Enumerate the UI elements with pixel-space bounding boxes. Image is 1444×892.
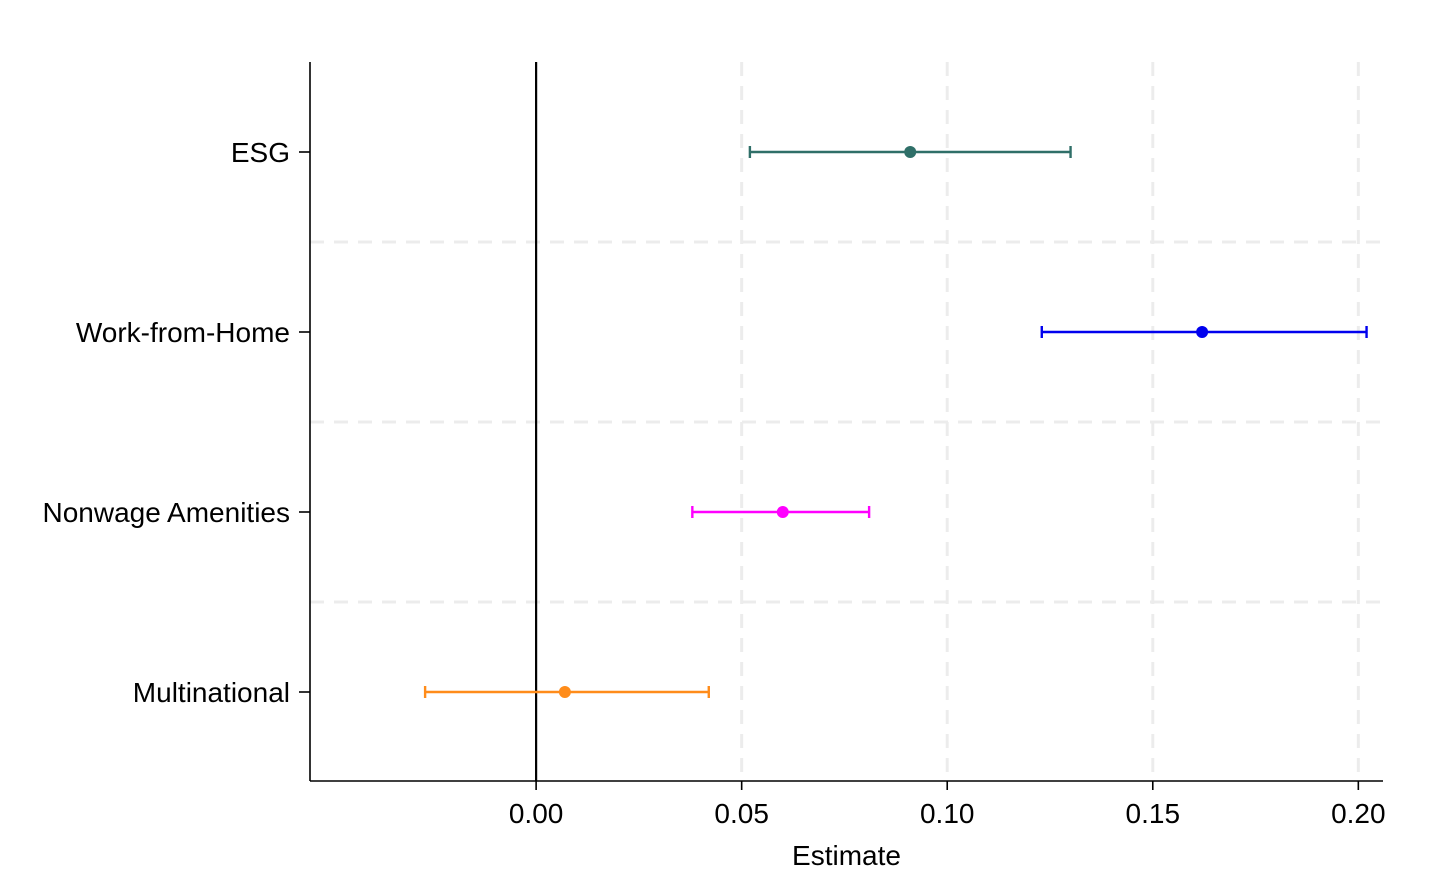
grid-layer: [310, 62, 1383, 781]
x-tick-label: 0.10: [920, 798, 975, 829]
point-estimate-marker: [776, 506, 789, 518]
point-estimate-marker: [904, 146, 917, 158]
y-tick-label: Nonwage Amenities: [43, 497, 290, 528]
x-tick-label: 0.05: [714, 798, 769, 829]
coefficient-work-from-home: [1040, 326, 1368, 338]
coefficient-nonwage-amenities: [691, 506, 871, 518]
x-tick-label: 0.00: [509, 798, 564, 829]
x-tick-label: 0.15: [1126, 798, 1181, 829]
y-tick-label: ESG: [231, 137, 290, 168]
point-estimate-marker: [558, 686, 571, 698]
axis-layer: 0.00 0.05 0.10 0.15 0.20 ESG Work-from-Home Non…: [43, 62, 1386, 829]
x-axis-title: Estimate: [792, 840, 901, 871]
marks-layer: [423, 146, 1368, 698]
y-tick-label: Work-from-Home: [76, 317, 290, 348]
x-tick-label: 0.20: [1331, 798, 1386, 829]
point-estimate-marker: [1196, 326, 1209, 338]
coefficient-esg: [748, 146, 1072, 158]
y-tick-label: Multinational: [133, 677, 290, 708]
coefficient-multinational: [423, 686, 710, 698]
